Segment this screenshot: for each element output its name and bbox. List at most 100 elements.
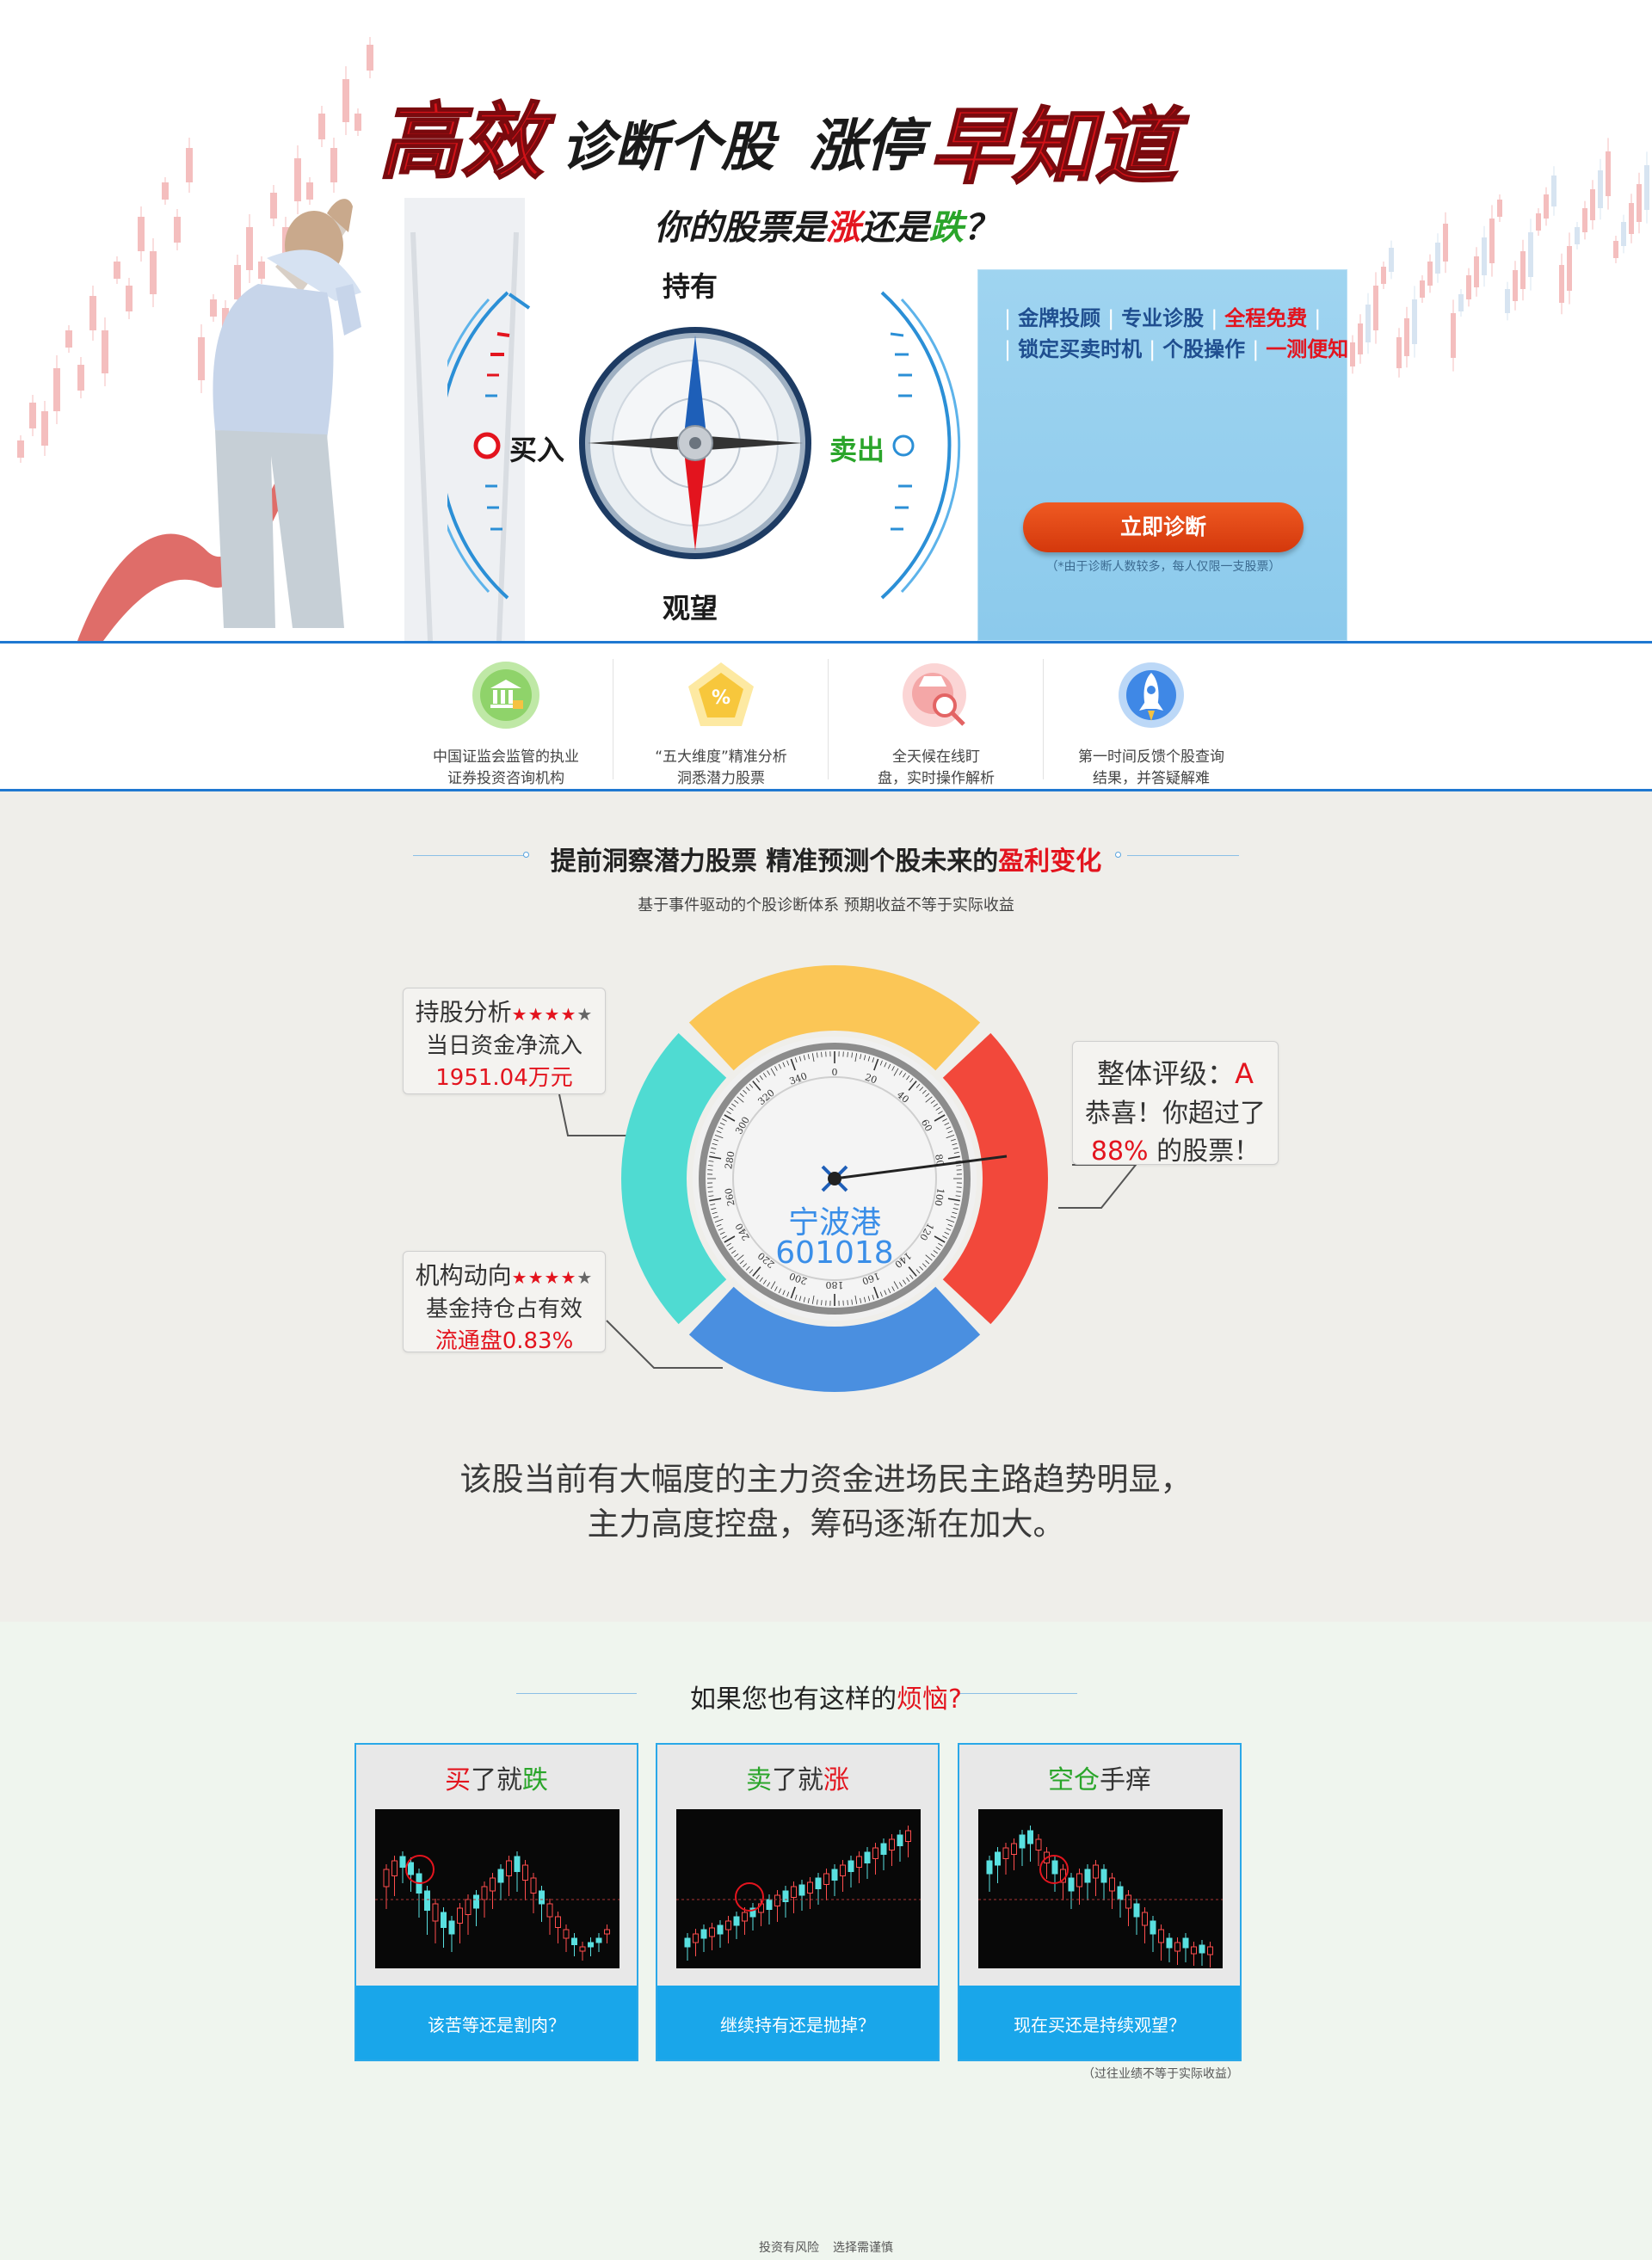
- diagnosis-section-subtitle: 基于事件驱动的个股诊断体系 预期收益不等于实际收益: [638, 896, 1014, 914]
- gauge-tick-label: 60: [919, 1118, 934, 1134]
- candle: [354, 114, 361, 131]
- divider: [957, 1693, 1077, 1694]
- gauge-tick: [867, 1296, 871, 1302]
- feature-text-line1: 第一时间反馈个股查询: [1078, 748, 1224, 766]
- candle: [1505, 289, 1510, 313]
- gauge-tick: [952, 1142, 958, 1146]
- candle: [1084, 1869, 1091, 1883]
- gauge-tick: [712, 1211, 718, 1215]
- candle: [684, 1937, 691, 1948]
- gauge-tick: [731, 1103, 737, 1107]
- gauge-tick: [884, 1062, 887, 1068]
- callout-title: 机构动向: [415, 1261, 512, 1290]
- gauge-tick: [774, 1286, 778, 1291]
- candle: [408, 1862, 414, 1875]
- compass-watch-label: 观望: [663, 592, 718, 625]
- compass-hold-label: 持有: [663, 270, 718, 303]
- gauge-tick: [774, 1066, 778, 1071]
- candle: [700, 1929, 707, 1939]
- candlestick-chart: [676, 1809, 921, 1968]
- rocket-icon: [1119, 662, 1184, 728]
- candle: [150, 251, 157, 294]
- candle: [1207, 1946, 1213, 1955]
- candlestick-chart: [978, 1809, 1223, 1968]
- gauge-tick: [807, 1054, 810, 1060]
- candle: [126, 286, 133, 311]
- divider: [523, 852, 529, 858]
- performance-disclaimer: （过往业绩不等于实际收益）: [1082, 2067, 1239, 2081]
- gauge-tick: [708, 1195, 714, 1197]
- candle: [815, 1877, 822, 1889]
- candle: [1629, 203, 1634, 234]
- feature-text-line2: 洞悉潜力股票: [677, 770, 765, 787]
- gauge-tick: [930, 1099, 935, 1104]
- feature-text-line2: 结果，并答疑解难: [1093, 770, 1210, 787]
- summary-line: 主力高度控盘，筹码逐渐在加大。: [587, 1506, 1065, 1543]
- candle: [555, 1916, 561, 1928]
- problem-card-button[interactable]: 现在买还是持续观望？: [959, 1986, 1240, 2060]
- gauge-tick: [737, 1096, 744, 1103]
- candle: [1011, 1843, 1017, 1855]
- gauge-tick: [873, 1058, 879, 1071]
- candle: [490, 1877, 496, 1892]
- candle: [1427, 262, 1433, 286]
- problem-card-button[interactable]: 继续持有还是抛掉？: [657, 1986, 938, 2060]
- gauge-tick: [944, 1231, 950, 1235]
- candle: [782, 1890, 789, 1902]
- candle: [774, 1894, 780, 1906]
- gauge-tick: [946, 1228, 952, 1231]
- problem-card-title: 空仓手痒: [1048, 1765, 1151, 1795]
- gauge-tick-label: 100: [932, 1187, 946, 1207]
- candle: [791, 1886, 797, 1898]
- gauge-tick: [915, 1269, 921, 1274]
- gauge-tick: [872, 1057, 875, 1063]
- gauge-tick: [778, 1288, 782, 1294]
- candle: [138, 217, 145, 251]
- gauge-tick-label: 280: [723, 1150, 737, 1170]
- diagnosis-section-title: 提前洞察潜力股票 精准预测个股未来的盈利变化: [550, 847, 1102, 877]
- candle: [1109, 1877, 1115, 1892]
- candle: [246, 227, 253, 270]
- gauge-tick: [821, 1300, 823, 1306]
- gauge-tick: [919, 1265, 924, 1271]
- candle: [725, 1920, 731, 1931]
- footer-text: 选择需谨慎: [833, 2241, 893, 2255]
- problem-card-button[interactable]: 该苦等还是割肉？: [356, 1986, 637, 2060]
- candle: [102, 330, 108, 373]
- gauge-tick: [946, 1218, 955, 1222]
- candle: [1528, 232, 1533, 277]
- gauge-tick: [909, 1274, 914, 1279]
- gauge-tick: [898, 1070, 903, 1075]
- gauge-tick: [908, 1081, 917, 1091]
- gauge-tick-label: 0: [832, 1067, 838, 1078]
- candle: [1396, 337, 1402, 368]
- sell-indicator-icon: [892, 434, 915, 457]
- candle: [1598, 170, 1603, 208]
- candle: [29, 403, 36, 428]
- candle: [905, 1830, 911, 1842]
- candle: [1076, 1873, 1082, 1887]
- gauge-tick: [872, 1294, 875, 1300]
- gauge-tick-label: 20: [863, 1071, 878, 1086]
- candle: [234, 265, 241, 299]
- problem-card-title: 卖了就涨: [746, 1765, 849, 1795]
- gauge-tick: [722, 1235, 727, 1239]
- candle: [798, 1884, 805, 1896]
- gauge-tick: [906, 1277, 910, 1282]
- candle: [1365, 305, 1371, 342]
- gauge-tick: [863, 1055, 866, 1061]
- candle: [709, 1927, 715, 1937]
- candle: [571, 1937, 577, 1945]
- gauge-tick: [770, 1281, 776, 1290]
- gauge-tick: [716, 1130, 722, 1134]
- diagnose-now-button[interactable]: 立即诊断: [1023, 502, 1304, 552]
- gauge-tick: [934, 1235, 946, 1243]
- gauge-tick: [952, 1211, 958, 1215]
- gauge-tick: [726, 1242, 731, 1247]
- gauge-tick: [925, 1259, 930, 1265]
- candle: [162, 182, 169, 200]
- svg-text:涨停: 涨停: [809, 113, 932, 179]
- callout-value: 流通盘0.83%: [435, 1328, 574, 1354]
- candle: [880, 1843, 887, 1855]
- svg-text:高效: 高效: [379, 94, 556, 190]
